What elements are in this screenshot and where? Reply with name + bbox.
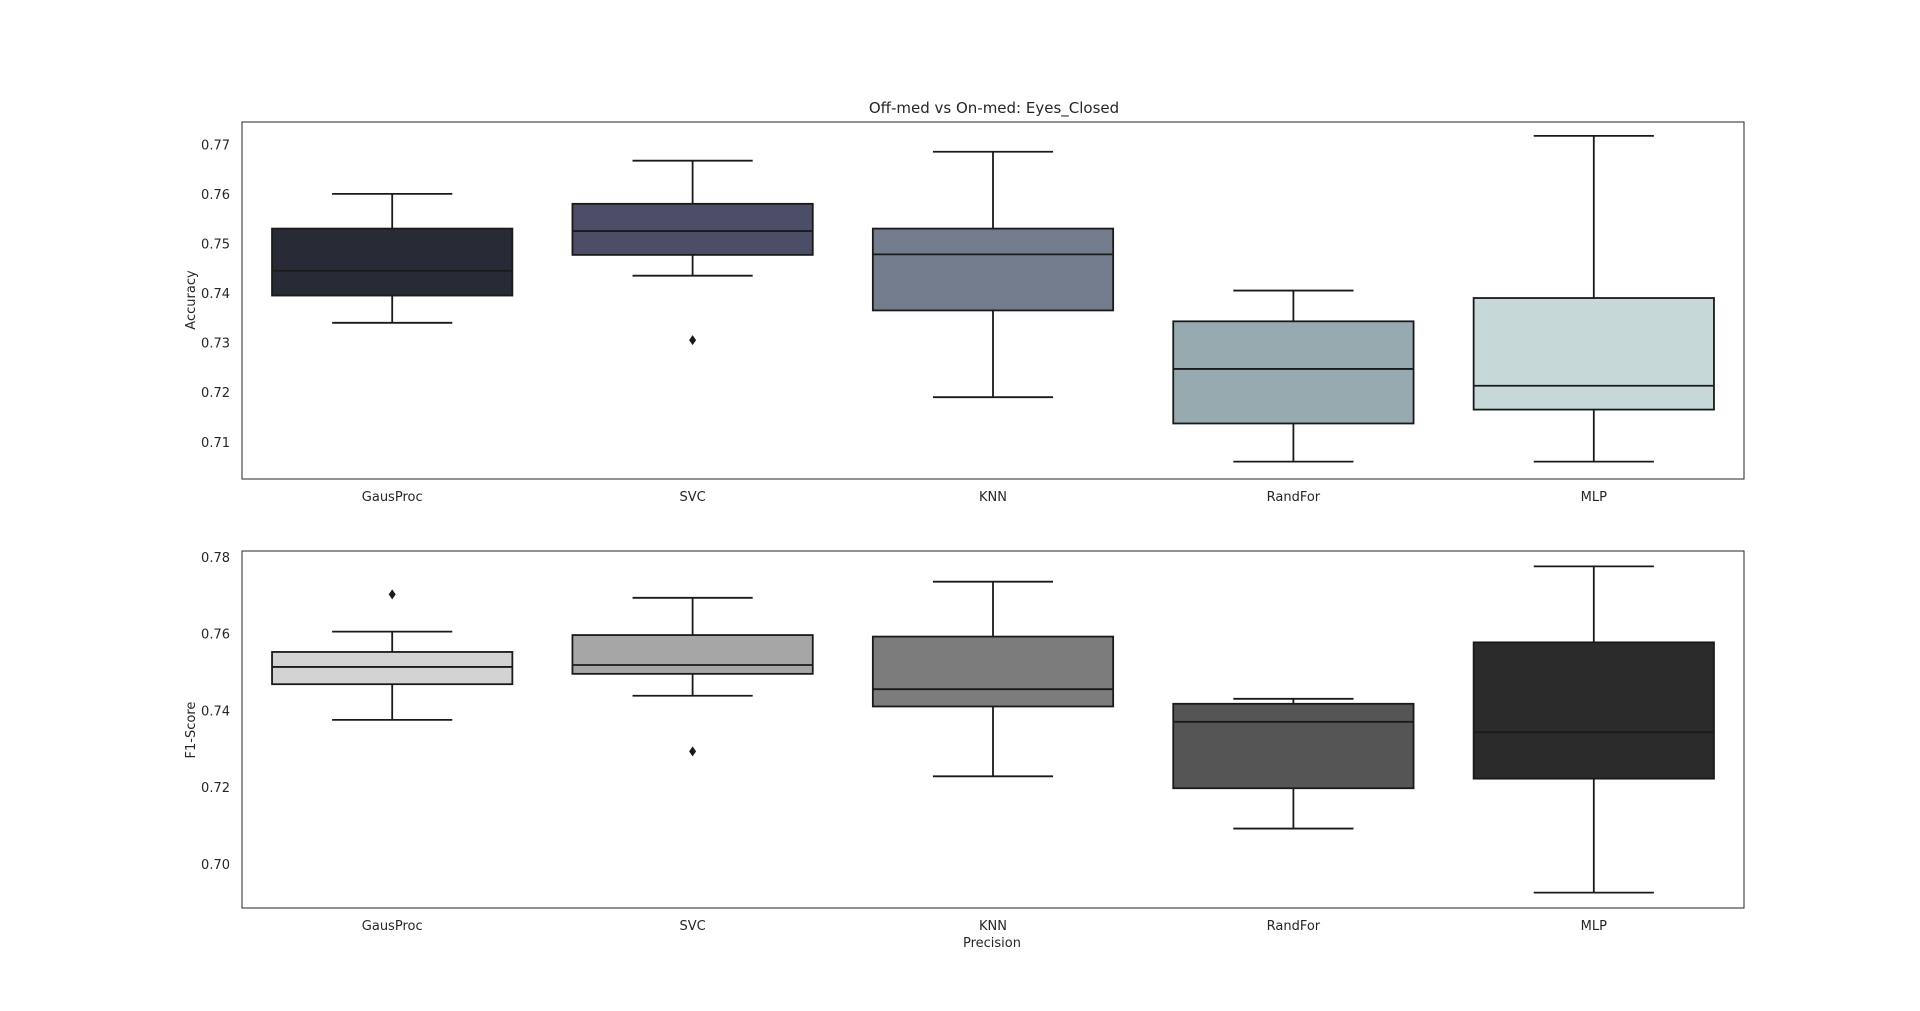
- iqr-box: [871, 635, 1115, 708]
- accuracy-box-gausproc: [271, 192, 514, 324]
- f1-score-x-tick-label-randfor: RandFor: [1267, 919, 1321, 934]
- iqr-box: [1172, 320, 1415, 425]
- f1-score-box-mlp: [1472, 565, 1715, 894]
- accuracy-y-tick-label: 0.74: [201, 287, 230, 302]
- f1-score-boxes: [271, 565, 1715, 894]
- iqr-box: [271, 227, 514, 297]
- iqr-box: [1172, 702, 1415, 790]
- iqr-box: [271, 651, 514, 686]
- iqr-box: [1472, 641, 1715, 780]
- f1-score-x-tick-label-svc: SVC: [679, 919, 705, 934]
- f1-score-y-tick-label: 0.70: [201, 858, 230, 873]
- accuracy-y-tick-label: 0.71: [201, 436, 230, 451]
- accuracy-x-tick-label-randfor: RandFor: [1267, 490, 1321, 505]
- accuracy-y-tick-label: 0.77: [201, 138, 230, 153]
- accuracy-y-ticks: 0.71 0.72 0.73 0.74 0.75 0.76 0.77: [201, 138, 230, 451]
- figure-title: Off-med vs On-med: Eyes_Closed: [869, 99, 1119, 118]
- accuracy-panel: 0.71 0.72 0.73 0.74 0.75 0.76 0.77 GausProc SVC…: [184, 121, 1745, 505]
- iqr-box: [871, 227, 1115, 312]
- f1-score-x-tick-label-mlp: MLP: [1581, 919, 1607, 934]
- iqr-box: [571, 202, 814, 256]
- iqr-box: [1472, 297, 1715, 411]
- f1-score-x-tick-label-gausproc: GausProc: [362, 919, 423, 934]
- accuracy-boxes: [271, 134, 1715, 463]
- outlier-point: [689, 335, 697, 346]
- f1-score-box-svc: [571, 596, 814, 757]
- f1-score-y-tick-label: 0.74: [201, 704, 230, 719]
- accuracy-box-mlp: [1472, 134, 1715, 463]
- f1-score-box-knn: [871, 580, 1115, 778]
- accuracy-y-tick-label: 0.73: [201, 337, 230, 352]
- accuracy-axes-frame: [241, 121, 1745, 480]
- f1-score-box-gausproc: [271, 589, 514, 721]
- accuracy-box-svc: [571, 159, 814, 346]
- f1-score-y-ticks: 0.70 0.72 0.74 0.76 0.78: [201, 551, 230, 873]
- f1-score-y-tick-label: 0.78: [201, 551, 230, 566]
- accuracy-y-tick-label: 0.75: [201, 237, 230, 252]
- accuracy-y-tick-label: 0.72: [201, 386, 230, 401]
- f1-score-y-tick-label: 0.76: [201, 628, 230, 643]
- f1-score-axes-frame: [241, 550, 1745, 909]
- f1-score-y-tick-label: 0.72: [201, 781, 230, 796]
- accuracy-x-tick-label-svc: SVC: [679, 490, 705, 505]
- precision-x-axis-label: Precision: [963, 936, 1021, 951]
- f1-score-y-axis-label: F1-Score: [184, 702, 199, 759]
- f1-score-box-randfor: [1172, 697, 1415, 830]
- outlier-point: [689, 746, 697, 757]
- accuracy-x-ticks: GausProc SVC KNN RandFor MLP: [362, 490, 1607, 505]
- accuracy-y-tick-label: 0.76: [201, 188, 230, 203]
- outlier-point: [388, 589, 396, 600]
- accuracy-box-knn: [871, 150, 1115, 399]
- f1-score-panel: 0.70 0.72 0.74 0.76 0.78 GausProc SVC KNN RandF…: [184, 550, 1745, 951]
- f1-score-x-tick-label-knn: KNN: [979, 919, 1007, 934]
- iqr-box: [571, 634, 814, 675]
- accuracy-x-tick-label-mlp: MLP: [1581, 490, 1607, 505]
- f1-score-x-ticks: GausProc SVC KNN RandFor MLP: [362, 919, 1607, 934]
- accuracy-x-tick-label-knn: KNN: [979, 490, 1007, 505]
- accuracy-x-tick-label-gausproc: GausProc: [362, 490, 423, 505]
- accuracy-box-randfor: [1172, 289, 1415, 463]
- accuracy-y-axis-label: Accuracy: [184, 270, 199, 330]
